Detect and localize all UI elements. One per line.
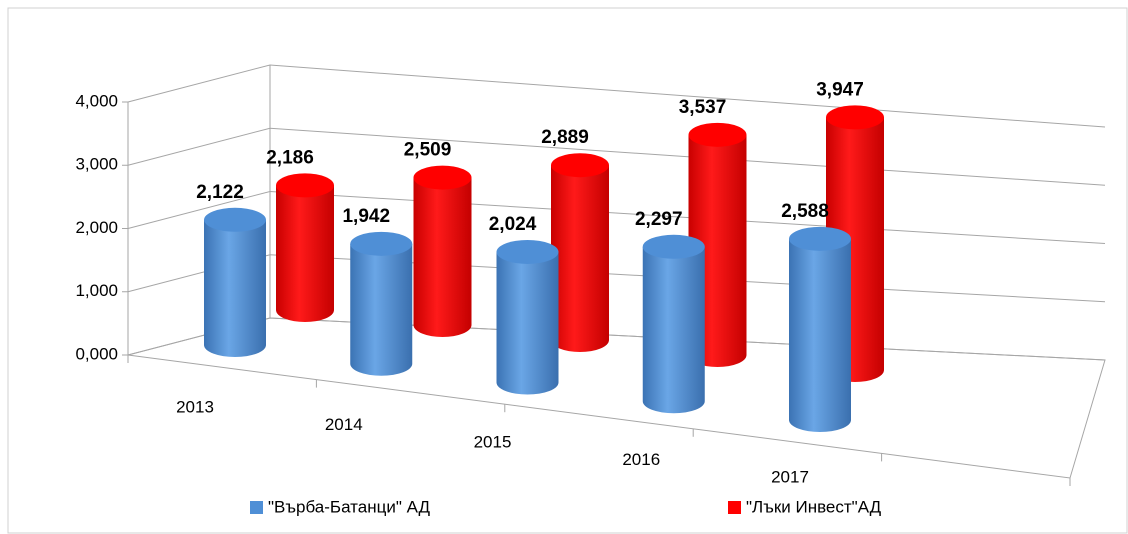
y-tick-label: 1,000 (75, 281, 118, 300)
cylinder-top (688, 122, 747, 147)
cylinder (551, 153, 609, 352)
cylinder-top (642, 234, 705, 259)
cylinder-side (789, 238, 851, 432)
x-tick-label: 2014 (325, 415, 363, 434)
data-label: 2,122 (196, 182, 244, 203)
cylinder-side (496, 251, 559, 395)
cylinder-side (551, 165, 609, 352)
data-label: 2,186 (266, 147, 314, 168)
grid-line (127, 254, 1106, 303)
cylinder-side (413, 177, 472, 337)
cylinder (276, 173, 334, 322)
cylinder (204, 207, 266, 357)
cylinder-side (276, 185, 334, 322)
cylinder (496, 239, 559, 395)
data-label: 3,947 (816, 79, 864, 100)
cylinder (789, 226, 851, 432)
x-tick-label: 2015 (474, 432, 512, 451)
legend-label: "Лъки Инвест"АД (746, 497, 882, 516)
cylinder-top (496, 239, 559, 264)
cylinder-side (204, 219, 266, 357)
x-tick-label: 2017 (771, 467, 809, 486)
cylinder-top (350, 231, 413, 256)
data-label: 2,509 (404, 140, 452, 161)
cylinder-side (350, 243, 413, 376)
grid-line (127, 64, 1106, 128)
floor (127, 317, 1106, 479)
x-tick-label: 2013 (176, 397, 214, 416)
y-tick-label: 0,000 (75, 344, 118, 363)
legend-swatch (250, 501, 263, 514)
cylinder-top (413, 165, 472, 190)
cylinder (642, 234, 705, 414)
legend-swatch (728, 501, 741, 514)
chart-border (7, 7, 1128, 534)
y-tick-label: 4,000 (75, 91, 118, 110)
grid-line (127, 190, 1106, 244)
data-label: 2,024 (489, 214, 537, 235)
data-label: 2,588 (781, 201, 829, 222)
data-label: 2,889 (541, 127, 589, 148)
data-label: 2,297 (635, 209, 683, 230)
cylinder-top (276, 173, 334, 198)
x-tick-label: 2016 (622, 450, 660, 469)
cylinder-side (642, 246, 705, 414)
legend-label: "Върба-Батанци" АД (268, 497, 430, 516)
cylinder-top (826, 105, 884, 130)
cylinder (350, 231, 413, 376)
cylinder-top (551, 153, 609, 178)
cylinder-top (789, 226, 851, 251)
cylinder (413, 165, 472, 337)
y-tick-label: 3,000 (75, 155, 118, 174)
grid-line (127, 317, 1106, 361)
data-label: 1,942 (342, 206, 390, 227)
y-tick-label: 2,000 (75, 218, 118, 237)
data-label: 3,537 (679, 97, 727, 118)
cylinder-top (204, 207, 266, 232)
